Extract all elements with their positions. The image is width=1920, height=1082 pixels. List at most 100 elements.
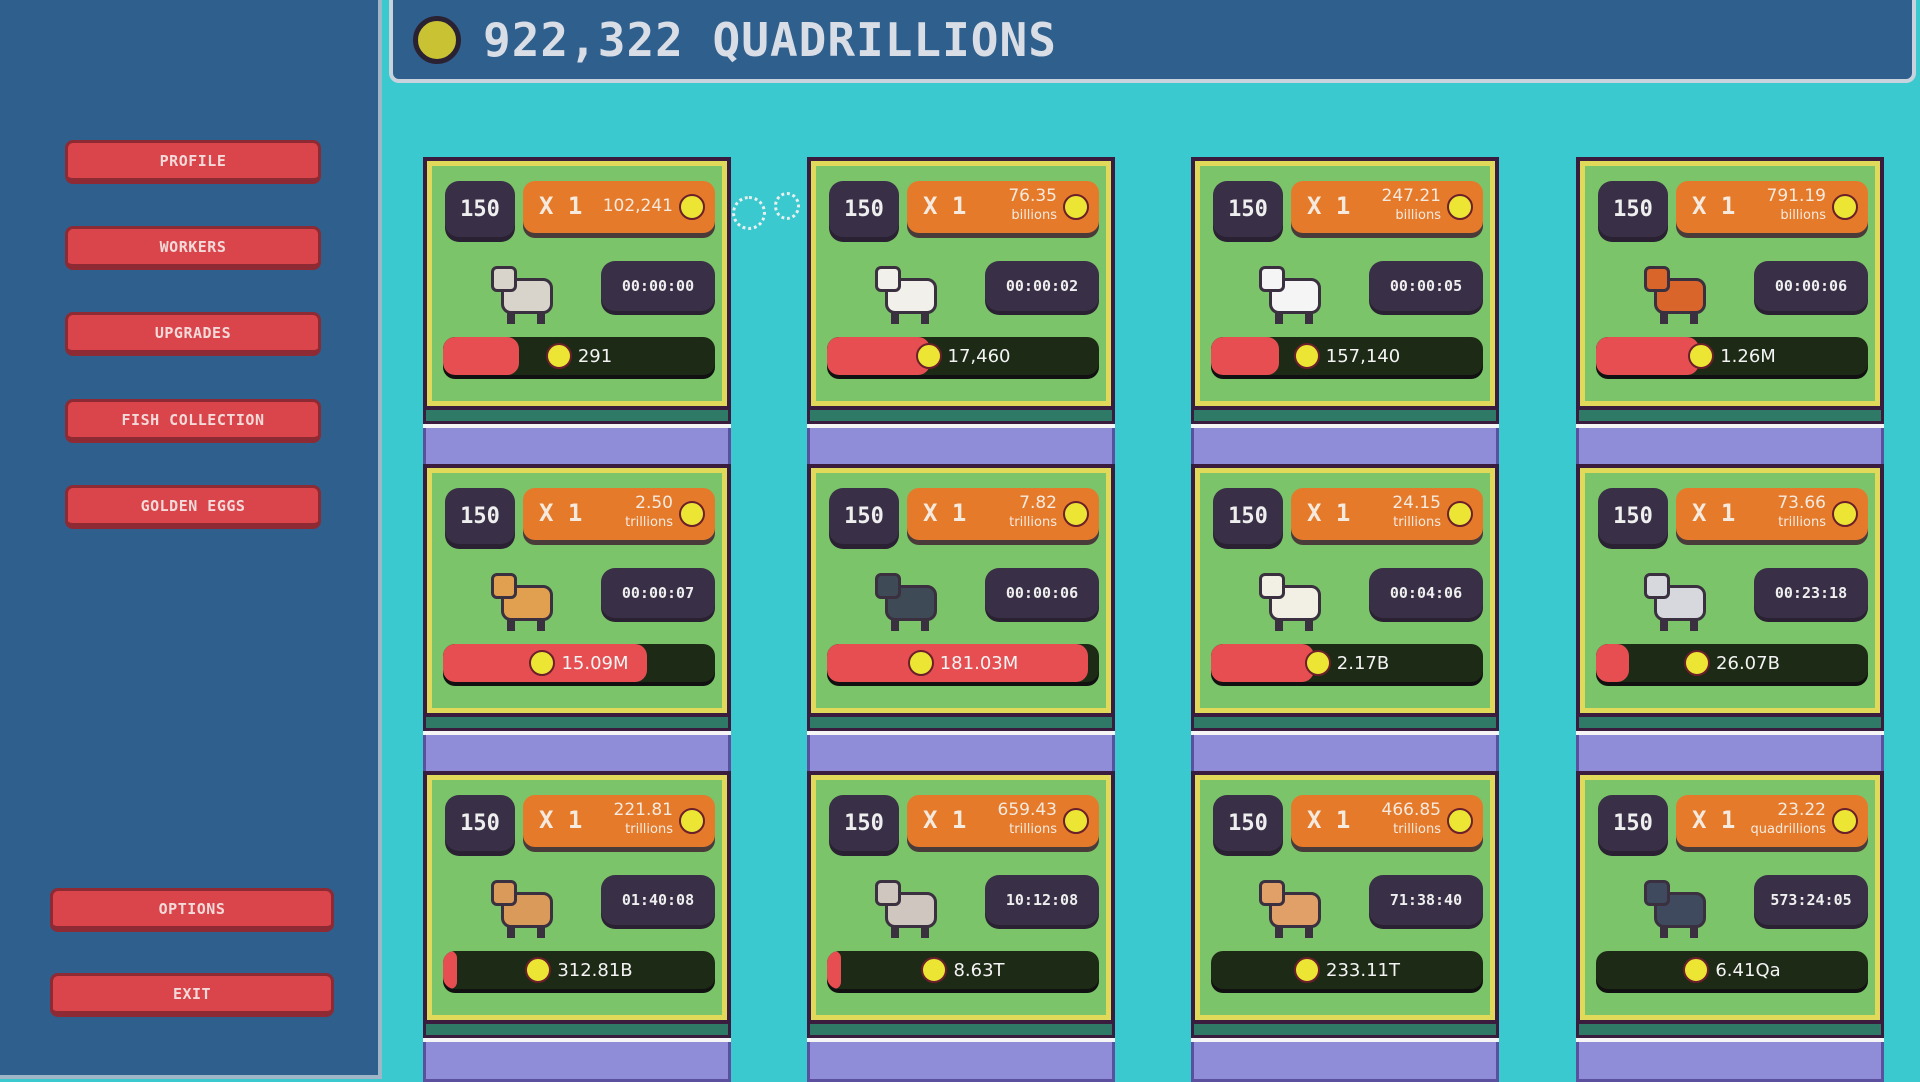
upgrade-cost: 76.35 — [1008, 186, 1057, 206]
upgrade-button[interactable]: X 1 23.22 quadrillions — [1676, 795, 1868, 847]
coin-icon — [1684, 650, 1711, 676]
coin-icon — [679, 501, 705, 527]
production-progress-bar: 157,140 — [1211, 337, 1483, 375]
upgrade-cost-unit: trillions — [1009, 515, 1057, 530]
divider — [423, 1038, 731, 1042]
multiplier-label: X 1 — [1307, 499, 1351, 527]
animal-card-bear[interactable]: 150 X 1 23.22 quadrillions 573:24:05 6.4… — [1576, 771, 1884, 1082]
level-badge: 150 — [829, 795, 899, 851]
rabbit-sprite[interactable] — [487, 256, 567, 326]
multiplier-label: X 1 — [923, 499, 967, 527]
multiplier-label: X 1 — [1692, 499, 1736, 527]
upgrade-button[interactable]: X 1 2.50 trillions — [523, 488, 715, 540]
upgrade-button[interactable]: X 1 221.81 trillions — [523, 795, 715, 847]
fox-sprite[interactable] — [1640, 256, 1720, 326]
upgrade-cost: 23.22 — [1777, 800, 1826, 820]
progress-fill — [1211, 337, 1279, 375]
level-badge: 150 — [1598, 488, 1668, 544]
upgrade-button[interactable]: X 1 466.85 trillions — [1291, 795, 1483, 847]
coin-icon — [1832, 194, 1858, 220]
coin-icon — [907, 650, 934, 676]
llama-sprite[interactable] — [1255, 870, 1335, 940]
earnings-value: 2.17B — [1336, 652, 1390, 674]
card-strip — [1191, 1024, 1499, 1038]
horse-sprite[interactable] — [487, 870, 567, 940]
earnings-value: 157,140 — [1325, 345, 1401, 367]
progress-fill — [1596, 644, 1629, 682]
upgrade-cost: 102,241 — [602, 196, 673, 216]
sheep-sprite[interactable] — [1255, 563, 1335, 633]
coin-icon — [1447, 808, 1473, 834]
animal-card-fox[interactable]: 150 X 1 791.19 billions 00:00:06 1.26M — [1576, 157, 1884, 468]
upgrade-button[interactable]: X 1 102,241 — [523, 181, 715, 233]
production-timer: 573:24:05 — [1754, 875, 1868, 925]
upgrade-button[interactable]: X 1 24.15 trillions — [1291, 488, 1483, 540]
upgrade-cost-unit: trillions — [1009, 822, 1057, 837]
cat-sprite[interactable] — [871, 563, 951, 633]
animal-card-chicken[interactable]: 150 X 1 76.35 billions 00:00:02 17,460 — [807, 157, 1115, 468]
upgrade-cost: 2.50 — [635, 493, 673, 513]
sidebar-item-golden-eggs[interactable]: GOLDEN EGGS — [65, 485, 321, 529]
animal-card-duck[interactable]: 150 X 1 247.21 billions 00:00:05 157,140 — [1191, 157, 1499, 468]
progress-fill — [1211, 644, 1315, 682]
divider — [423, 424, 731, 428]
earnings-value: 17,460 — [947, 345, 1011, 367]
upgrade-cost: 24.15 — [1392, 493, 1441, 513]
upgrade-button[interactable]: X 1 659.43 trillions — [907, 795, 1099, 847]
animal-card-rabbit[interactable]: 150 X 1 102,241 00:00:00 291 — [423, 157, 731, 468]
sidebar-item-upgrades[interactable]: UPGRADES — [65, 312, 321, 356]
animal-card-horse[interactable]: 150 X 1 221.81 trillions 01:40:08 312.81… — [423, 771, 731, 1082]
coin-icon — [545, 343, 572, 369]
coin-icon — [1447, 194, 1473, 220]
production-timer: 01:40:08 — [601, 875, 715, 925]
card-strip — [1191, 717, 1499, 731]
animal-card-dog[interactable]: 150 X 1 2.50 trillions 00:00:07 15.09M — [423, 464, 731, 775]
production-progress-bar: 8.63T — [827, 951, 1099, 989]
chicken-sprite[interactable] — [871, 256, 951, 326]
animal-card-sheep[interactable]: 150 X 1 24.15 trillions 00:04:06 2.17B — [1191, 464, 1499, 775]
card-strip — [423, 717, 731, 731]
upgrade-cost-unit: trillions — [625, 822, 673, 837]
coin-icon — [1293, 343, 1320, 369]
upgrade-button[interactable]: X 1 73.66 trillions — [1676, 488, 1868, 540]
divider — [807, 731, 1115, 735]
level-badge: 150 — [829, 181, 899, 237]
divider — [1576, 424, 1884, 428]
production-timer: 00:00:02 — [985, 261, 1099, 311]
divider — [1191, 1038, 1499, 1042]
card-strip — [807, 1024, 1115, 1038]
upgrade-cost-unit: billions — [1395, 208, 1441, 223]
animal-card-cat[interactable]: 150 X 1 7.82 trillions 00:00:06 181.03M — [807, 464, 1115, 775]
exit-button[interactable]: EXIT — [50, 973, 334, 1017]
options-button[interactable]: OPTIONS — [50, 888, 334, 932]
animal-card-cow[interactable]: 150 X 1 73.66 trillions 00:23:18 26.07B — [1576, 464, 1884, 775]
upgrade-cost-unit: trillions — [1778, 515, 1826, 530]
upgrade-button[interactable]: X 1 7.82 trillions — [907, 488, 1099, 540]
animal-card-deer[interactable]: 150 X 1 659.43 trillions 10:12:08 8.63T — [807, 771, 1115, 1082]
sidebar-item-workers[interactable]: WORKERS — [65, 226, 321, 270]
bear-sprite[interactable] — [1640, 870, 1720, 940]
sidebar-item-profile[interactable]: PROFILE — [65, 140, 321, 184]
production-timer: 00:00:00 — [601, 261, 715, 311]
sidebar-item-fish-collection[interactable]: FISH COLLECTION — [65, 399, 321, 443]
deer-sprite[interactable] — [871, 870, 951, 940]
dog-sprite[interactable] — [487, 563, 567, 633]
progress-fill — [827, 951, 841, 989]
upgrade-button[interactable]: X 1 76.35 billions — [907, 181, 1099, 233]
card-base — [807, 1042, 1115, 1082]
cow-sprite[interactable] — [1640, 563, 1720, 633]
coin-icon — [1688, 343, 1715, 369]
production-timer: 00:00:06 — [985, 568, 1099, 618]
production-progress-bar: 15.09M — [443, 644, 715, 682]
coin-icon — [1294, 957, 1320, 983]
card-base — [1576, 1042, 1884, 1082]
production-progress-bar: 181.03M — [827, 644, 1099, 682]
card-base — [1191, 428, 1499, 468]
duck-sprite[interactable] — [1255, 256, 1335, 326]
upgrade-button[interactable]: X 1 247.21 billions — [1291, 181, 1483, 233]
animal-card-llama[interactable]: 150 X 1 466.85 trillions 71:38:40 233.11… — [1191, 771, 1499, 1082]
card-strip — [1576, 1024, 1884, 1038]
sidebar: PROFILE WORKERS UPGRADES FISH COLLECTION GOL… — [0, 0, 382, 1079]
upgrade-button[interactable]: X 1 791.19 billions — [1676, 181, 1868, 233]
level-badge: 150 — [445, 181, 515, 237]
